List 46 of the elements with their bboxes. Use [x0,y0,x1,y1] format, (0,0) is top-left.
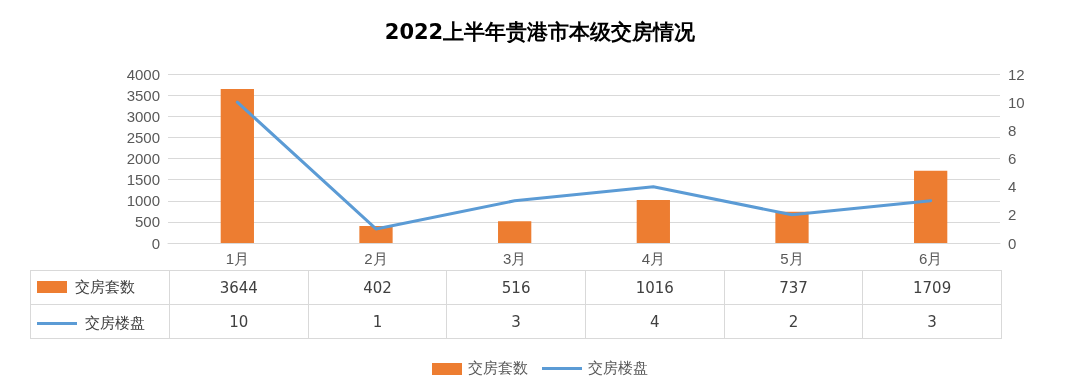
data-label: 4 [585,304,725,339]
legend-label: 交房楼盘 [85,313,145,333]
bar [636,200,670,243]
y2-tick-label: 10 [1008,93,1025,111]
y-tick-label: 4000 [126,65,160,83]
y2-tick-label: 2 [1008,206,1017,224]
x-tick-label: 1月 [225,250,250,267]
bar [914,170,948,243]
y2-tick-label: 0 [1008,234,1017,252]
x-tick-label: 3月 [502,250,527,267]
x-tick-label: 2月 [364,250,388,267]
y-tick-label: 500 [134,213,160,231]
y-tick-label: 2500 [126,128,160,146]
y-tick-label: 1500 [126,171,160,189]
y2-tick-label: 12 [1008,65,1025,83]
y-tick-label: 2000 [126,150,160,167]
data-label: 3644 [169,270,309,305]
x-tick-label: 6月 [918,250,943,267]
text: 交房楼盘 [588,359,648,377]
y2-tick-label: 6 [1008,150,1017,167]
bar [775,211,809,243]
y2-tick-label: 4 [1008,178,1017,196]
line-series [235,100,933,231]
y-tick-label: 3000 [126,107,160,125]
text: 交房套数 [468,359,528,377]
data-label: 402 [308,270,447,305]
data-label: 3 [862,304,1002,339]
y-tick-label: 1000 [126,192,160,210]
bar [220,89,254,243]
data-label: 737 [724,270,863,305]
x-tick-label: 4月 [641,250,666,267]
data-label: 1 [308,304,447,339]
y-tick-label: 0 [151,234,160,252]
data-label: 2 [724,304,863,339]
y2-tick-label: 8 [1008,121,1017,139]
bar [498,221,532,243]
data-label: 3 [446,304,586,339]
legend-label: 交房套数 [75,277,135,297]
data-label: 1016 [585,270,725,305]
bar [359,226,393,243]
data-label: 516 [446,270,586,305]
data-label: 1709 [862,270,1002,305]
chart-title: 2022上半年贵港市本级交房情况 [384,19,697,44]
data-label: 10 [169,304,309,339]
y-tick-label: 3500 [126,86,160,104]
x-tick-label: 5月 [780,250,804,267]
